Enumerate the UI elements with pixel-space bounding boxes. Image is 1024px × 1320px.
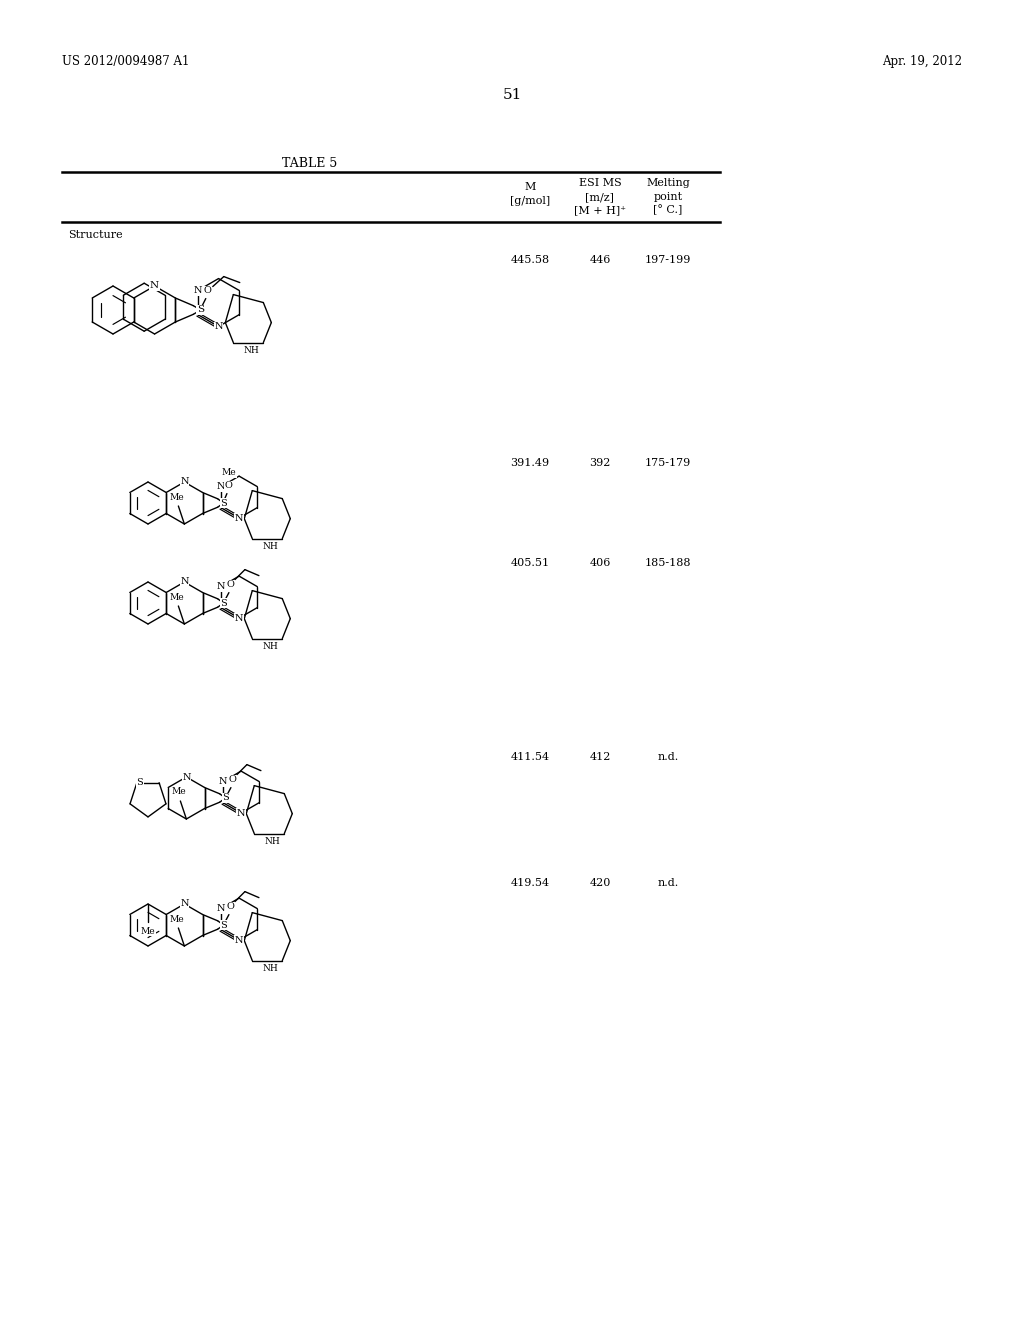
Text: point: point bbox=[653, 191, 683, 202]
Text: O: O bbox=[227, 579, 234, 589]
Text: N: N bbox=[234, 936, 244, 945]
Text: ESI MS: ESI MS bbox=[579, 178, 622, 187]
Text: NH: NH bbox=[264, 837, 281, 846]
Text: S: S bbox=[136, 779, 143, 787]
Text: S: S bbox=[220, 920, 227, 929]
Text: O: O bbox=[225, 480, 232, 490]
Text: S: S bbox=[220, 598, 227, 607]
Text: 445.58: 445.58 bbox=[510, 255, 550, 265]
Text: N: N bbox=[182, 772, 190, 781]
Text: N: N bbox=[217, 904, 225, 913]
Text: N: N bbox=[217, 482, 225, 491]
Text: O: O bbox=[227, 902, 234, 911]
Text: 197-199: 197-199 bbox=[645, 255, 691, 265]
Text: TABLE 5: TABLE 5 bbox=[283, 157, 338, 170]
Text: NH: NH bbox=[262, 964, 279, 973]
Text: O: O bbox=[204, 286, 212, 296]
Text: N: N bbox=[219, 777, 227, 787]
Text: N: N bbox=[214, 322, 223, 331]
Text: N: N bbox=[234, 614, 244, 623]
Text: N: N bbox=[180, 578, 188, 586]
Text: N: N bbox=[180, 478, 188, 487]
Text: Me: Me bbox=[140, 927, 156, 936]
Text: n.d.: n.d. bbox=[657, 752, 679, 762]
Text: Me: Me bbox=[169, 492, 183, 502]
Text: [g/mol]: [g/mol] bbox=[510, 195, 550, 206]
Text: n.d.: n.d. bbox=[657, 878, 679, 888]
Text: N: N bbox=[234, 513, 244, 523]
Text: Melting: Melting bbox=[646, 178, 690, 187]
Text: S: S bbox=[220, 499, 227, 507]
Text: Structure: Structure bbox=[68, 230, 123, 240]
Text: 419.54: 419.54 bbox=[510, 878, 550, 888]
Text: [° C.]: [° C.] bbox=[653, 205, 683, 215]
Text: US 2012/0094987 A1: US 2012/0094987 A1 bbox=[62, 55, 189, 69]
Text: N: N bbox=[194, 286, 202, 296]
Text: Apr. 19, 2012: Apr. 19, 2012 bbox=[882, 55, 962, 69]
Text: Me: Me bbox=[169, 915, 183, 924]
Text: M: M bbox=[524, 182, 536, 191]
Text: 185-188: 185-188 bbox=[645, 558, 691, 568]
Text: S: S bbox=[197, 305, 204, 314]
Text: 411.54: 411.54 bbox=[510, 752, 550, 762]
Text: 420: 420 bbox=[590, 878, 610, 888]
Text: N: N bbox=[217, 582, 225, 591]
Text: 51: 51 bbox=[503, 88, 521, 102]
Text: NH: NH bbox=[244, 346, 259, 355]
Text: O: O bbox=[229, 775, 237, 784]
Text: 392: 392 bbox=[590, 458, 610, 469]
Text: N: N bbox=[180, 899, 188, 908]
Text: N: N bbox=[150, 281, 159, 290]
Text: Me: Me bbox=[171, 788, 185, 796]
Text: 446: 446 bbox=[590, 255, 610, 265]
Text: [m/z]: [m/z] bbox=[586, 191, 614, 202]
Text: 406: 406 bbox=[590, 558, 610, 568]
Text: S: S bbox=[222, 793, 229, 803]
Text: 175-179: 175-179 bbox=[645, 458, 691, 469]
Text: NH: NH bbox=[262, 642, 279, 651]
Text: Me: Me bbox=[221, 469, 237, 477]
Text: [M + H]⁺: [M + H]⁺ bbox=[574, 205, 626, 215]
Text: 412: 412 bbox=[590, 752, 610, 762]
Text: 405.51: 405.51 bbox=[510, 558, 550, 568]
Text: Me: Me bbox=[169, 593, 183, 602]
Text: N: N bbox=[237, 809, 246, 817]
Text: 391.49: 391.49 bbox=[510, 458, 550, 469]
Text: NH: NH bbox=[262, 543, 279, 552]
